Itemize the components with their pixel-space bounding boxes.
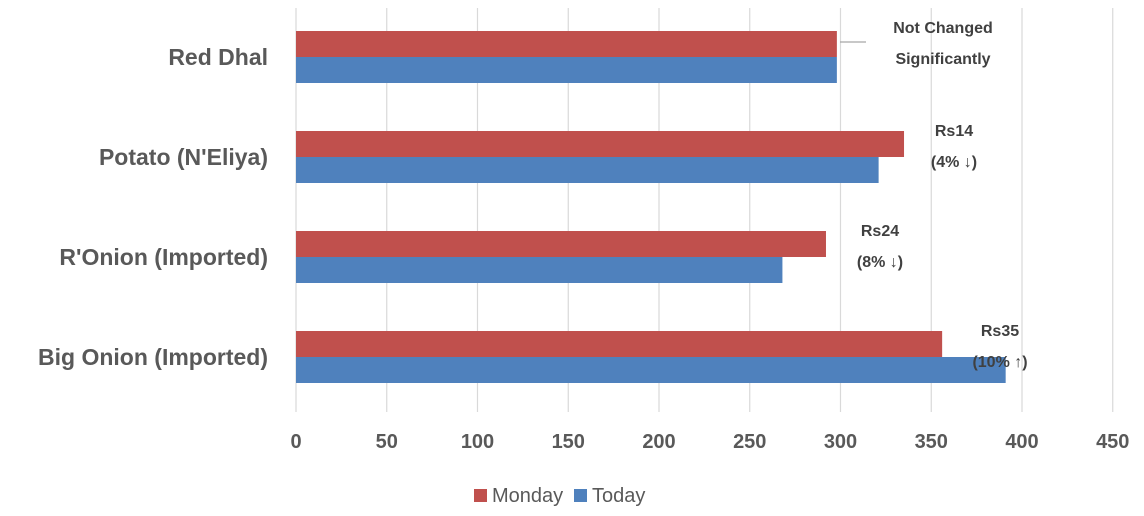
annotation-red-dhal: Not Changed Significantly <box>840 20 993 68</box>
annotation-line: (4% ↓) <box>931 154 977 171</box>
annotation-line: Significantly <box>895 51 990 68</box>
bar-monday-big-onion-imported <box>296 331 943 357</box>
bar-today-r-onion-imported <box>296 257 783 283</box>
x-tick-label-300: 300 <box>824 431 857 453</box>
annotation-r-onion-imported: Rs24 (8% ↓) <box>857 223 903 271</box>
legend-swatch-monday <box>474 489 487 502</box>
bar-today-potato-n-eliya <box>296 157 879 183</box>
bar-monday-r-onion-imported <box>296 231 826 257</box>
annotation-line: Rs35 <box>981 323 1019 340</box>
annotation-line: Rs14 <box>935 123 973 140</box>
category-label-red-dhal: Red Dhal <box>168 44 268 70</box>
x-tick-label-250: 250 <box>733 431 766 453</box>
bar-today-big-onion-imported <box>296 357 1006 383</box>
x-tick-label-0: 0 <box>290 431 301 453</box>
legend: Monday Today <box>474 485 645 507</box>
legend-swatch-today <box>574 489 587 502</box>
bar-monday-red-dhal <box>296 31 837 57</box>
category-label-r-onion-imported: R'Onion (Imported) <box>59 244 268 270</box>
annotation-line: (8% ↓) <box>857 254 903 271</box>
x-tick-label-100: 100 <box>461 431 494 453</box>
annotation-line: Rs24 <box>861 223 899 240</box>
x-tick-label-350: 350 <box>915 431 948 453</box>
category-labels: Red Dhal Potato (N'Eliya) R'Onion (Importe… <box>38 44 268 370</box>
bars <box>296 31 1006 383</box>
annotation-line: (10% ↑) <box>972 354 1027 371</box>
x-tick-label-200: 200 <box>642 431 675 453</box>
annotation-line: Not Changed <box>893 20 993 37</box>
legend-label-monday: Monday <box>492 485 563 507</box>
x-tick-label-150: 150 <box>552 431 585 453</box>
category-label-big-onion-imported: Big Onion (Imported) <box>38 344 268 370</box>
x-tick-labels: 0 50 100 150 200 250 300 350 400 450 <box>290 431 1129 453</box>
annotation-big-onion-imported: Rs35 (10% ↑) <box>972 323 1027 371</box>
x-tick-label-50: 50 <box>376 431 398 453</box>
annotation-potato-n-eliya: Rs14 (4% ↓) <box>931 123 977 171</box>
legend-label-today: Today <box>592 485 645 507</box>
bar-today-red-dhal <box>296 57 837 83</box>
bar-monday-potato-n-eliya <box>296 131 905 157</box>
annotations: Not Changed Significantly Rs14 (4% ↓) Rs24 (8… <box>840 20 1028 371</box>
category-label-potato-n-eliya: Potato (N'Eliya) <box>99 144 268 170</box>
x-tick-label-400: 400 <box>1005 431 1038 453</box>
x-tick-label-450: 450 <box>1096 431 1129 453</box>
